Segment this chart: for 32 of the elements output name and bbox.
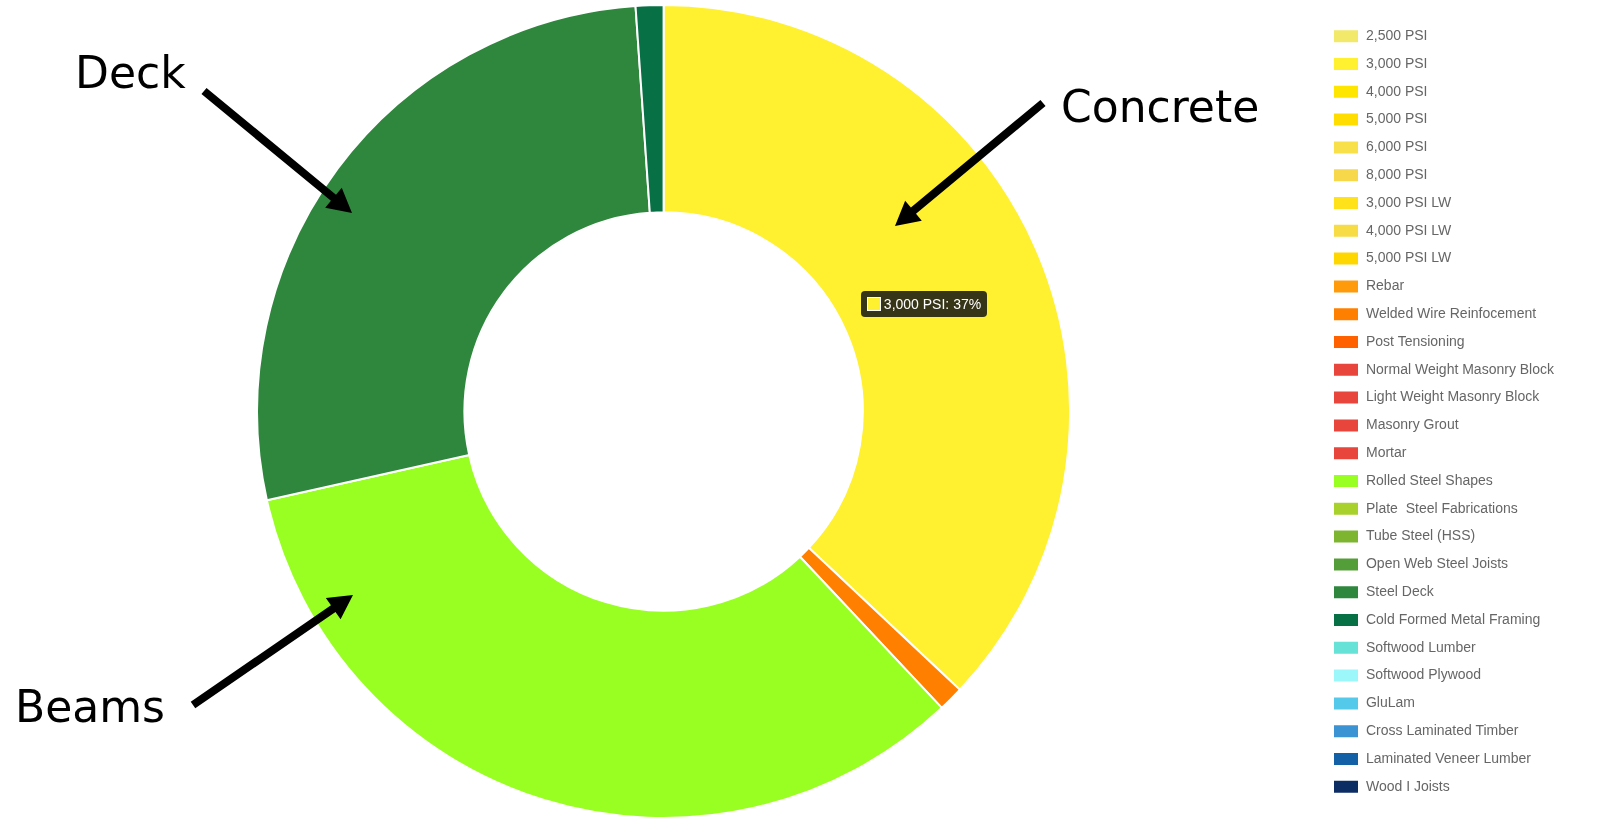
legend-label: GluLam: [1365, 694, 1416, 711]
tooltip: 3,000 PSI: 37%: [860, 290, 988, 317]
legend-label: 3,000 PSI LW: [1365, 193, 1453, 210]
legend-label: 5,000 PSI LW: [1365, 249, 1453, 266]
legend-label: 5,000 PSI: [1365, 110, 1428, 127]
legend-label: Wood I Joists: [1365, 777, 1450, 794]
legend-label: Post Tensioning: [1365, 332, 1465, 349]
legend-label: Rolled Steel Shapes: [1365, 471, 1493, 488]
legend-label: Tube Steel (HSS): [1365, 527, 1476, 544]
legend-label: Cold Formed Metal Framing: [1365, 610, 1541, 627]
legend-label: Rebar: [1365, 277, 1405, 294]
legend-label: Masonry Grout: [1365, 416, 1459, 433]
legend-label: 8,000 PSI: [1365, 166, 1428, 183]
legend-label: Steel Deck: [1365, 583, 1435, 600]
legend-label: 3,000 PSI: [1365, 54, 1428, 71]
text: Beams: [15, 681, 166, 732]
legend-label: 4,000 PSI: [1365, 82, 1428, 99]
legend-label: Normal Weight Masonry Block: [1365, 360, 1555, 377]
legend-label: Softwood Lumber: [1365, 638, 1477, 655]
legend-label: Light Weight Masonry Block: [1365, 388, 1541, 405]
legend-label: Mortar: [1365, 444, 1407, 461]
legend-label: 4,000 PSI LW: [1365, 221, 1453, 238]
legend-label: 6,000 PSI: [1365, 138, 1428, 155]
text: Concrete: [1061, 81, 1260, 132]
legend-label: 2,500 PSI: [1365, 27, 1428, 44]
legend-label: Open Web Steel Joists: [1365, 555, 1509, 572]
legend-label: Welded Wire Reinfocement: [1365, 305, 1537, 322]
legend-label: Cross Laminated Timber: [1365, 722, 1519, 739]
text: Deck: [75, 47, 187, 98]
legend-label: Softwood Plywood: [1365, 666, 1482, 683]
legend-label: Plate Steel Fabrications: [1365, 499, 1518, 516]
legend-label: Laminated Veneer Lumber: [1365, 749, 1532, 766]
